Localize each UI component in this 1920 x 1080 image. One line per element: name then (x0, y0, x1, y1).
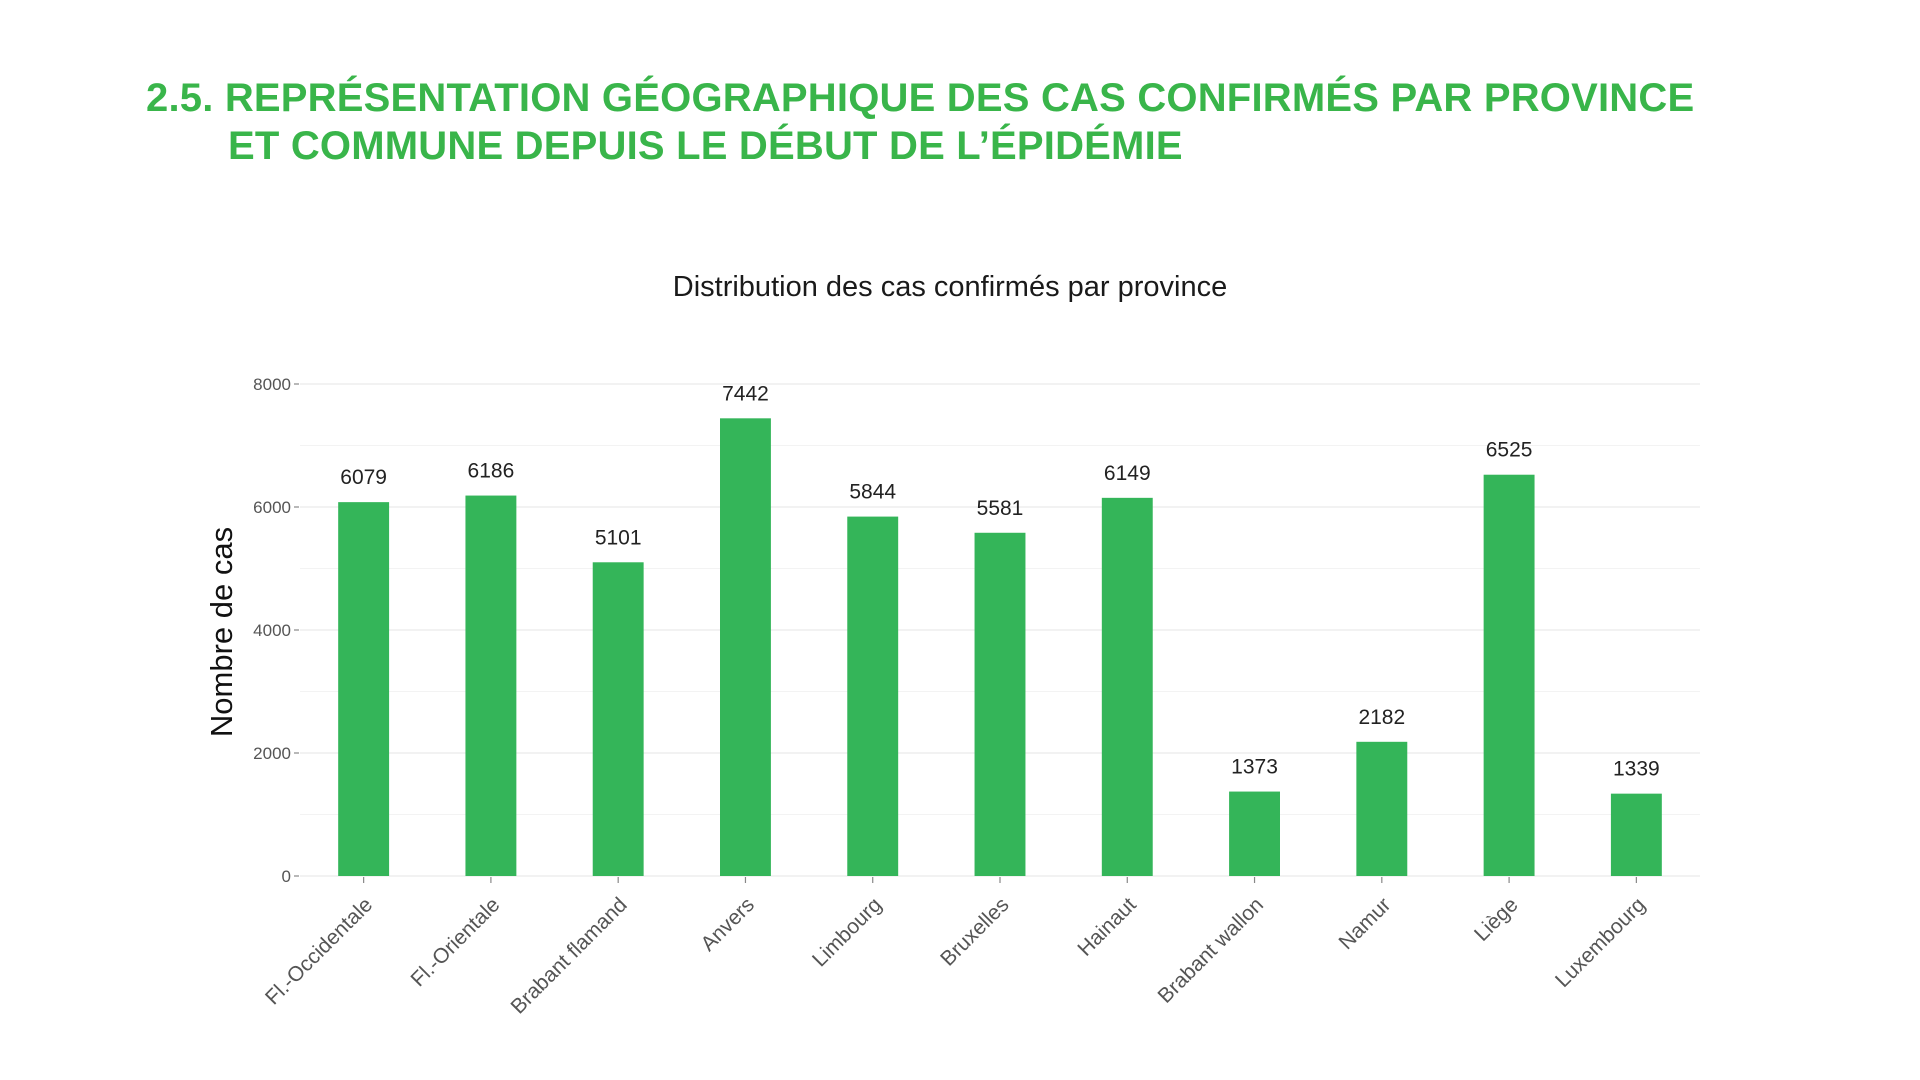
bar-value-label: 1339 (1613, 758, 1660, 781)
x-tick-label: Hainaut (1073, 893, 1141, 961)
section-heading-line1: 2.5. REPRÉSENTATION GÉOGRAPHIQUE DES CAS… (146, 76, 1695, 120)
x-tick-label: Anvers (697, 893, 759, 955)
bar-value-label: 6079 (340, 466, 387, 489)
bar-value-label: 2182 (1358, 706, 1405, 729)
bar-value-label: 6525 (1486, 439, 1533, 462)
section-heading-line2: ET COMMUNE DEPUIS LE DÉBUT DE L’ÉPIDÉMIE (228, 124, 1183, 168)
y-tick-label: 4000 (253, 621, 291, 640)
y-tick-label: 0 (282, 867, 291, 886)
chart-title: Distribution des cas confirmés par provi… (673, 271, 1227, 303)
x-tick-label: Brabant wallon (1154, 893, 1268, 1007)
bar-value-label: 6186 (468, 460, 515, 483)
x-tick-label: Brabant flamand (506, 893, 631, 1018)
x-tick-label: Bruxelles (936, 893, 1013, 970)
bar (1101, 497, 1153, 876)
y-tick-label: 8000 (253, 375, 291, 394)
bar (1356, 741, 1408, 876)
y-tick-label: 6000 (253, 498, 291, 517)
bar-value-label: 5581 (977, 497, 1024, 520)
chart-bars (338, 418, 1662, 876)
bar-value-label: 1373 (1231, 756, 1278, 779)
bar-value-labels: 6079 6186 5101 7442 5844 5581 6149 1373 2182 6525… (340, 382, 1659, 780)
bar (1610, 793, 1662, 876)
bar (974, 532, 1026, 876)
bar (592, 562, 644, 876)
x-tick-label: Namur (1335, 893, 1396, 954)
bar (1229, 791, 1280, 876)
bar-value-label: 5101 (595, 526, 642, 549)
x-tick-label: Limbourg (808, 893, 886, 971)
bar-value-label: 7442 (722, 382, 769, 405)
bar (847, 516, 899, 876)
bar (1483, 474, 1535, 876)
bar (338, 502, 390, 876)
bar-value-label: 6149 (1104, 462, 1151, 485)
x-tick-label: Fl.-Occidentale (261, 893, 377, 1009)
bar (465, 495, 517, 876)
x-axis: Fl.-Occidentale Fl.-Orientale Brabant flam… (261, 877, 1650, 1019)
x-tick-label: Fl.-Orientale (406, 893, 504, 991)
y-axis-label: Nombre de cas (204, 527, 239, 737)
section-heading: 2.5. REPRÉSENTATION GÉOGRAPHIQUE DES CAS… (146, 74, 1694, 170)
bar (720, 418, 771, 876)
bar-value-label: 5844 (849, 481, 896, 504)
x-tick-label: Liège (1470, 893, 1523, 946)
y-tick-label: 2000 (253, 744, 291, 763)
x-tick-label: Luxembourg (1551, 893, 1650, 992)
y-axis: 0 2000 4000 6000 8000 (253, 375, 299, 886)
